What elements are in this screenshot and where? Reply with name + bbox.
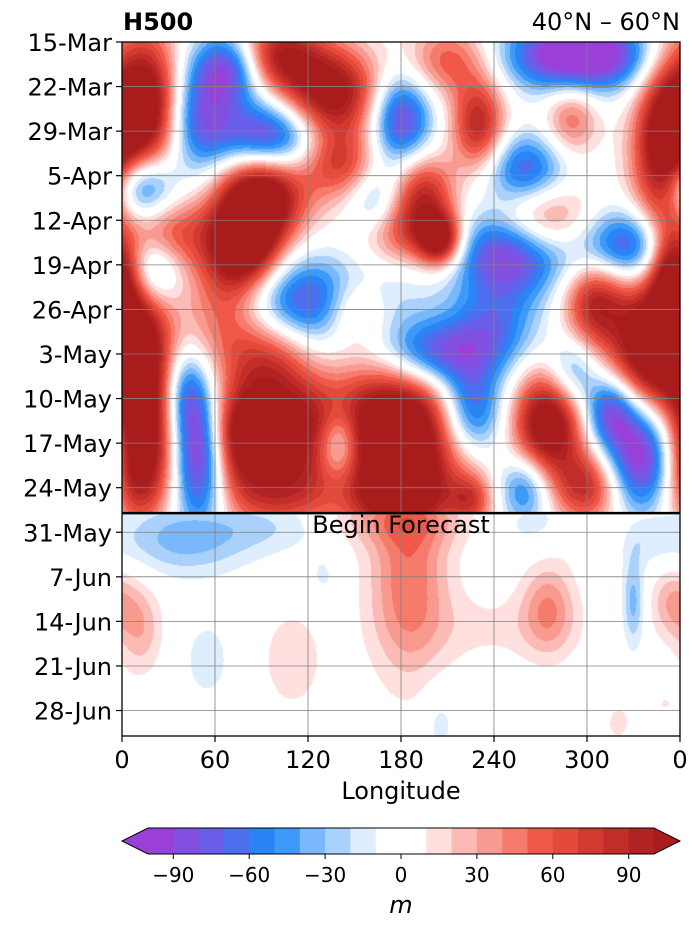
y-tick-label: 22-Mar [28, 74, 113, 102]
x-tick-label: 180 [378, 746, 424, 774]
colorbar-over-extension [654, 828, 680, 854]
colorbar-segment [223, 828, 250, 854]
y-tick-label: 21-Jun [34, 653, 112, 681]
y-tick-label: 3-May [38, 341, 112, 369]
colorbar-segment [476, 828, 503, 854]
begin-forecast-label: Begin Forecast [312, 511, 490, 539]
colorbar-tick-label: −30 [304, 863, 346, 887]
colorbar-under-extension [122, 828, 148, 854]
y-tick-label: 15-Mar [28, 29, 113, 57]
colorbar-segment [552, 828, 579, 854]
colorbar-segment [502, 828, 528, 854]
colorbar-tick-label: 60 [540, 863, 565, 887]
y-tick-label: 10-May [23, 386, 112, 414]
colorbar-tick-label: 90 [616, 863, 641, 887]
colorbar-segment [249, 828, 275, 854]
colorbar-segment [198, 828, 225, 854]
colorbar-segment [578, 828, 604, 854]
colorbar-segment [325, 828, 351, 854]
x-axis: 0 60 120 180 240 300 0 [114, 736, 688, 774]
x-tick-label: 60 [200, 746, 231, 774]
colorbar-tick-label: 0 [395, 863, 408, 887]
colorbar-label: m [389, 891, 412, 919]
colorbar-segment [426, 828, 452, 854]
colorbar-segment [628, 828, 655, 854]
colorbar-tick-label: −90 [152, 863, 194, 887]
y-tick-label: 12-Apr [32, 207, 112, 235]
colorbar-tick-label: −60 [228, 863, 270, 887]
x-tick-label: 0 [114, 746, 129, 774]
y-tick-label: 29-Mar [28, 118, 113, 146]
x-axis-label: Longitude [341, 777, 460, 805]
colorbar-segment [148, 828, 174, 854]
y-tick-label: 14-Jun [34, 608, 112, 636]
colorbar-tick-label: 30 [464, 863, 489, 887]
colorbar-segment [451, 828, 478, 854]
x-tick-label: 300 [564, 746, 610, 774]
colorbar-segment [299, 828, 326, 854]
chart-title: H500 [123, 8, 194, 36]
colorbar-segment [527, 828, 554, 854]
x-tick-label: 0 [672, 746, 687, 774]
x-tick-label: 240 [471, 746, 517, 774]
region-label: 40°N – 60°N [531, 8, 680, 36]
y-tick-label: 26-Apr [32, 296, 112, 324]
y-tick-label: 28-Jun [34, 698, 112, 726]
colorbar-outline [120, 827, 682, 855]
colorbar-segment [173, 828, 199, 854]
colorbar: −90 −60 −30 0 30 60 90 [120, 827, 682, 887]
colorbar-segment [603, 828, 630, 854]
y-tick-label: 5-Apr [47, 163, 112, 191]
colorbar-segment [274, 828, 301, 854]
y-tick-label: 19-Apr [32, 252, 112, 280]
y-tick-label: 24-May [23, 475, 112, 503]
y-axis: 15-Mar 22-Mar 29-Mar 5-Apr 12-Apr 19-Apr 26-Ap… [23, 29, 122, 726]
y-tick-label: 31-May [23, 519, 112, 547]
grid-lines [121, 41, 681, 736]
x-tick-label: 120 [285, 746, 331, 774]
y-tick-label: 7-Jun [49, 564, 112, 592]
colorbar-segment [350, 828, 377, 854]
y-tick-label: 17-May [23, 430, 112, 458]
colorbar-segment [375, 828, 427, 854]
